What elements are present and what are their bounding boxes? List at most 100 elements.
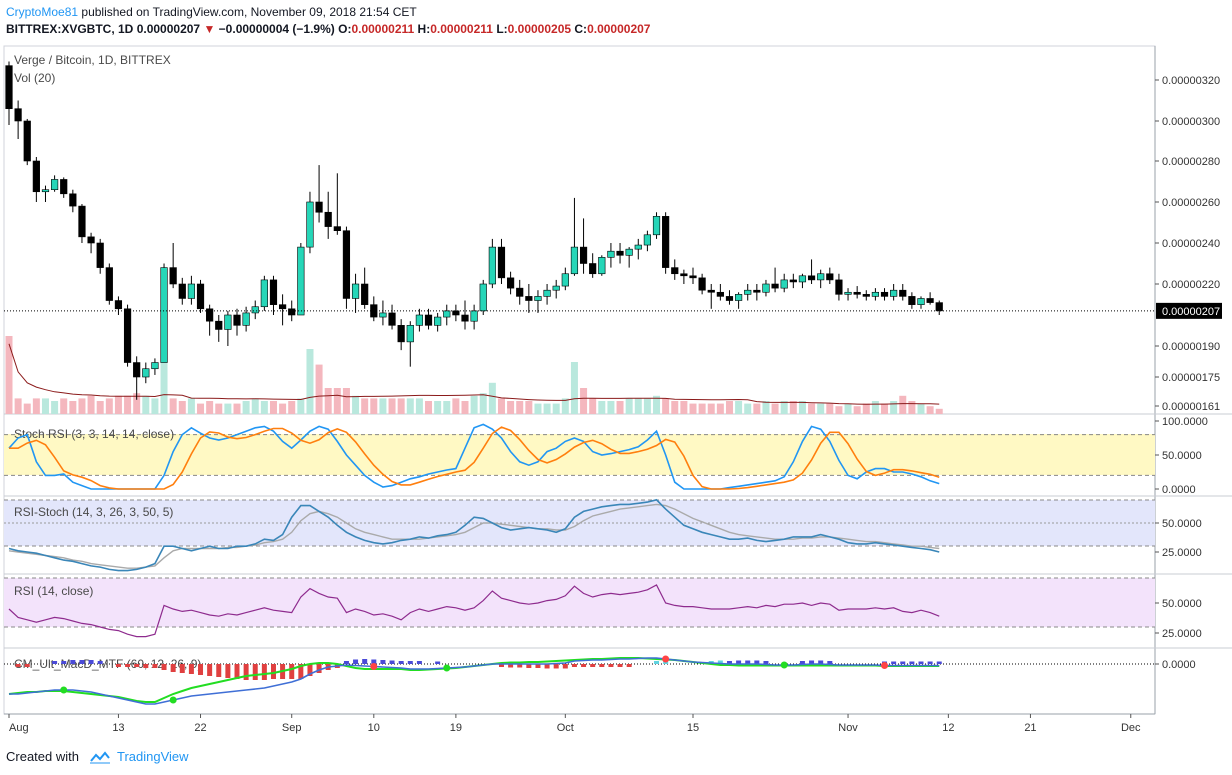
candle-body — [698, 277, 706, 291]
tradingview-logo-icon — [89, 750, 110, 764]
macd-histogram-bar — [416, 661, 422, 664]
stochrsi-d-line — [9, 426, 940, 490]
candle-body — [406, 325, 414, 343]
candle-body — [96, 242, 104, 268]
rsi-line — [8, 584, 940, 638]
macd-histogram-bar — [61, 661, 67, 664]
candle-body — [78, 205, 86, 238]
candle-body — [753, 289, 761, 293]
macd-histogram-bar — [726, 661, 732, 664]
candle-body — [32, 160, 40, 193]
macd-histogram-bar — [24, 664, 30, 667]
stochrsi-tick-label: 100.0000 — [1162, 416, 1208, 428]
macd-cross-dot — [60, 686, 68, 694]
volume-bar — [23, 403, 31, 414]
time-tick-label: Aug — [9, 722, 29, 734]
volume-bar — [689, 403, 697, 414]
time-tick-label: 21 — [1024, 722, 1036, 734]
chart-canvas[interactable]: Verge / Bitcoin, 1D, BITTREX Vol (20) St… — [0, 44, 1232, 744]
candle-body — [434, 316, 442, 326]
macd-histogram-bar — [97, 661, 103, 664]
price-tick-label: 0.00000220 — [1162, 279, 1220, 291]
volume-bar — [388, 398, 396, 414]
candle-body — [908, 296, 916, 305]
candle-body — [160, 267, 168, 363]
candle-body — [506, 277, 515, 289]
macd-histogram-bar — [535, 664, 541, 668]
candle-body — [470, 310, 478, 322]
rsi-panel-title: RSI (14, close) — [14, 584, 93, 598]
volume-bar — [51, 401, 59, 414]
volume-bar — [260, 401, 268, 414]
volume-panel-title: Vol (20) — [14, 71, 55, 85]
rsi-tick-label: 25.0000 — [1162, 628, 1202, 640]
candle-body — [14, 108, 22, 122]
candle-body — [488, 246, 496, 285]
volume-bar — [488, 382, 496, 414]
candle-body — [707, 289, 715, 293]
time-tick-label: Nov — [838, 722, 858, 734]
macd-histogram-bar — [763, 661, 769, 664]
volume-bar — [333, 388, 341, 414]
time-tick-label: 15 — [687, 722, 699, 734]
macd-histogram-bar — [70, 660, 76, 664]
macd-histogram-bar — [918, 661, 924, 664]
candle-body — [516, 287, 524, 297]
candle-body — [5, 65, 13, 110]
time-tick-label: 10 — [368, 722, 380, 734]
price-panel-title: Verge / Bitcoin, 1D, BITTREX — [14, 53, 171, 67]
stochrsi-k-line — [8, 423, 940, 490]
volume-bar — [397, 398, 405, 414]
price-tick-label: 0.00000175 — [1162, 372, 1220, 384]
candle-body — [105, 267, 113, 301]
candle-body — [187, 283, 196, 299]
candle-body — [680, 273, 688, 277]
candle-body — [114, 300, 123, 310]
candle-body — [415, 314, 424, 326]
macd-histogram-bar — [590, 664, 596, 667]
candle-body — [351, 283, 360, 299]
candle-body — [625, 248, 633, 256]
price-tick-label: 0.00000190 — [1162, 341, 1220, 353]
macd-histogram-bar — [188, 664, 194, 674]
candle-body — [424, 314, 433, 326]
time-tick-label: 12 — [942, 722, 954, 734]
volume-bar — [178, 401, 186, 414]
time-tick-label: 19 — [450, 722, 462, 734]
macd-histogram-bar — [599, 664, 605, 667]
down-arrow-icon: ▼ — [203, 22, 216, 36]
volume-bar — [425, 401, 433, 414]
time-tick-label: Oct — [557, 722, 574, 734]
volume-bar — [197, 403, 205, 414]
macd-histogram-bar — [818, 660, 824, 664]
rsistoch-panel-title: RSI-Stoch (14, 3, 26, 3, 50, 5) — [14, 505, 173, 519]
volume-bar — [753, 403, 761, 414]
candle-body — [178, 283, 186, 299]
macd-histogram-bar — [243, 664, 249, 680]
volume-bar — [224, 403, 232, 414]
macd-histogram-bar — [216, 664, 222, 677]
volume-bar — [324, 388, 332, 414]
author-link[interactable]: CryptoMoe81 — [6, 5, 79, 19]
candle-body — [133, 362, 141, 378]
candle-body — [525, 296, 533, 301]
rsistoch-tick-label: 25.0000 — [1162, 547, 1202, 559]
candle-body — [443, 310, 451, 318]
macd-cross-dot — [169, 696, 177, 704]
tradingview-brand-link[interactable]: TradingView — [116, 749, 189, 764]
candle-body — [589, 263, 597, 275]
macd-histogram-bar — [115, 664, 121, 667]
volume-bar — [142, 395, 150, 414]
candle-body — [342, 230, 351, 299]
volume-bar — [653, 395, 661, 414]
volume-bar — [78, 398, 86, 414]
high-value: 0.00000211 — [430, 22, 493, 36]
macd-histogram-bar — [316, 664, 322, 673]
volume-bar — [789, 401, 797, 414]
volume-bar — [124, 395, 132, 414]
volume-bar — [798, 401, 806, 414]
volume-bar — [87, 395, 95, 414]
candle-body — [579, 246, 588, 264]
volume-bar — [890, 401, 898, 414]
stochrsi-band — [4, 434, 1155, 475]
